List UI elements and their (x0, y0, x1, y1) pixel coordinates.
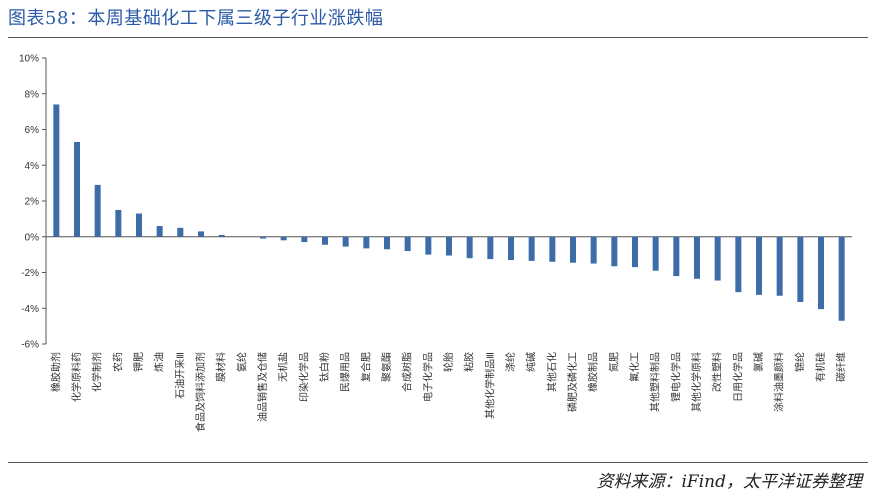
bar (218, 234, 225, 237)
category-label: 磷肥及磷化工 (566, 352, 579, 412)
bar (570, 236, 576, 263)
category-labels: 橡胶助剂 化学原料药 化学制剂 农药 钾肥 炼油 石油开采Ⅲ 食品及饲料添加剂 膜材料 氨纶 油品销… (49, 352, 847, 432)
category-label: 钛白粉 (318, 352, 331, 382)
category-label: 民爆用品 (340, 352, 352, 392)
bar (94, 184, 101, 237)
bar (466, 236, 473, 259)
y-tick-label: 10% (19, 54, 39, 65)
category-label: 电子化学品 (421, 352, 434, 402)
category-label: 轮胎 (442, 352, 455, 372)
category-label: 复合肥 (359, 352, 372, 382)
category-label: 农药 (111, 352, 124, 372)
y-tick-label: 8% (25, 89, 40, 100)
bar (611, 236, 618, 267)
category-label: 有机硅 (814, 352, 827, 382)
bar (714, 236, 721, 281)
bar (322, 236, 328, 245)
category-label: 氮肥 (607, 352, 620, 372)
category-label: 膜材料 (215, 352, 228, 382)
category-label: 氨纶 (235, 352, 248, 372)
bar (632, 236, 638, 268)
y-tick-label: 2% (25, 197, 40, 208)
bar (280, 236, 287, 241)
category-label: 锂电化学品 (669, 352, 682, 402)
bar (487, 236, 494, 260)
category-label: 氟化工 (628, 352, 641, 382)
category-label: 粘胶 (463, 352, 476, 372)
bars (53, 104, 845, 321)
bar (156, 226, 163, 237)
category-label: 日用化学品 (731, 352, 744, 402)
bar (756, 236, 762, 295)
category-label: 纯碱 (525, 352, 538, 372)
category-label: 合成树脂 (401, 352, 414, 392)
bar (363, 236, 370, 249)
category-label: 涤纶 (504, 352, 517, 372)
category-label: 油品销售及仓储 (256, 352, 269, 422)
bar (673, 236, 680, 277)
bar (342, 236, 349, 247)
bar (136, 213, 142, 237)
category-label: 印染化学品 (297, 352, 310, 402)
bar (694, 236, 700, 279)
title-divider (8, 37, 868, 38)
source-note: 资料来源：iFind，太平洋证券整理 (596, 472, 863, 492)
bar (74, 142, 80, 237)
bar (115, 209, 122, 237)
category-label: 聚氨酯 (380, 352, 393, 382)
footer-divider (8, 462, 868, 463)
bar (838, 236, 845, 321)
category-label: 食品及饲料添加剂 (194, 352, 207, 432)
bar (735, 236, 742, 293)
bar (652, 236, 659, 271)
category-label: 其他塑料制品 (649, 352, 662, 412)
bar (177, 227, 184, 237)
bar (776, 236, 783, 296)
bar (260, 236, 266, 239)
bar (590, 236, 597, 264)
y-tick-label: 0% (25, 232, 40, 243)
category-label: 钾肥 (132, 352, 145, 372)
category-label: 锦纶 (793, 352, 806, 372)
category-label: 橡胶制品 (587, 352, 600, 392)
bar (549, 236, 556, 262)
category-label: 炼油 (153, 352, 166, 372)
bar (818, 236, 824, 310)
category-label: 碳纤维 (835, 352, 848, 382)
category-label: 其他化学制品Ⅲ (483, 352, 496, 419)
chart-title: 图表58：本周基础化工下属三级子行业涨跌幅 (8, 8, 384, 29)
category-label: 化学制剂 (91, 352, 104, 392)
category-label: 橡胶助剂 (49, 352, 62, 392)
y-tick-label: -2% (21, 268, 39, 279)
category-label: 其他化学原料 (690, 352, 703, 412)
y-tick-label: 4% (25, 161, 40, 172)
bar (404, 236, 411, 252)
bar (797, 236, 804, 302)
category-label: 无机盐 (277, 352, 290, 382)
category-label: 其他石化 (545, 352, 558, 392)
y-tick-label: -6% (21, 340, 39, 351)
bar (301, 236, 308, 243)
bar (425, 236, 432, 255)
bar (53, 104, 60, 237)
category-label: 石油开采Ⅲ (173, 352, 186, 399)
category-label: 氯碱 (752, 352, 765, 372)
y-tick-labels: 10% 8% 6% 4% 2% 0% -2% -4% -6% (19, 54, 46, 351)
bar (508, 236, 514, 260)
category-label: 涂料油墨颜料 (773, 352, 786, 412)
bar (384, 236, 390, 250)
category-label: 改性塑料 (711, 352, 724, 392)
bar-chart: 10% 8% 6% 4% 2% 0% -2% -4% -6% 橡胶助剂 化学原料药 化学制剂 农药 钾肥… (19, 54, 852, 432)
bar (198, 231, 204, 237)
bar (528, 236, 535, 261)
category-label: 化学原料药 (70, 352, 83, 402)
y-tick-label: -4% (21, 304, 39, 315)
bar (446, 236, 452, 256)
y-tick-label: 6% (25, 125, 40, 136)
